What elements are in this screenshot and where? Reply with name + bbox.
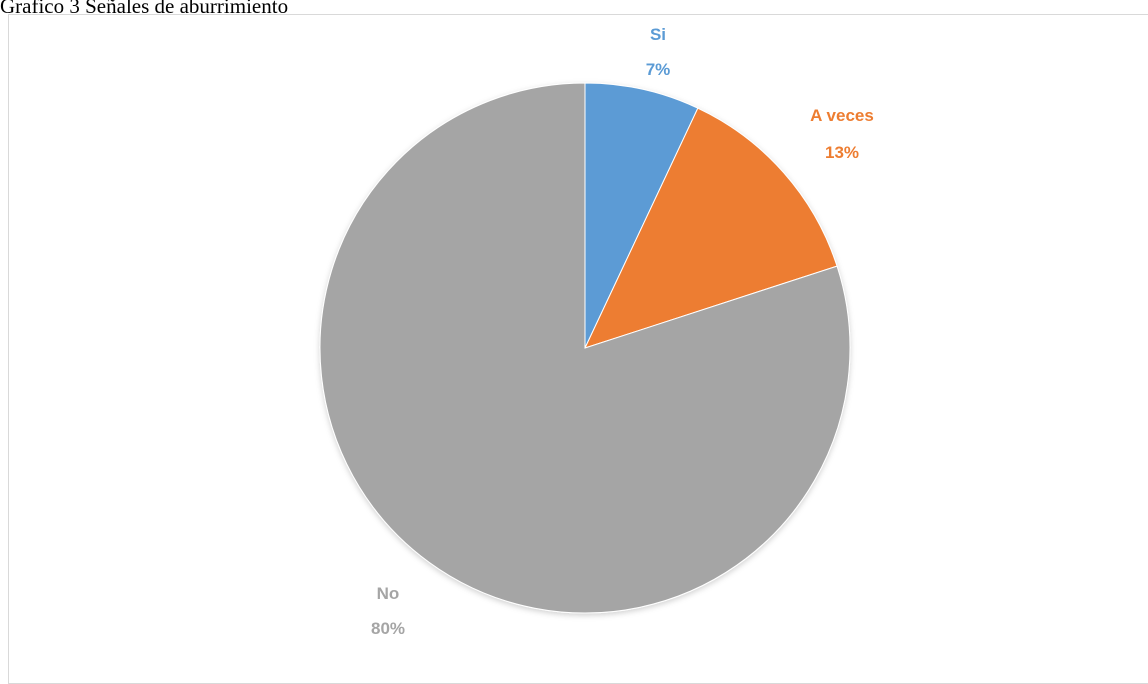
chart-title: Grafico 3 Señales de aburrimiento [0, 0, 289, 18]
pie-slice-a-veces [584, 107, 838, 349]
slice-percent-label: 13% [825, 143, 859, 162]
slice-percent-label: 7% [646, 60, 671, 79]
slice-label: Si [650, 25, 666, 44]
slice-label: A veces [810, 106, 874, 125]
slice-label: No [377, 584, 400, 603]
slice-percent-label: 80% [371, 619, 405, 638]
pie-slice-si [584, 82, 699, 349]
pie-slice-no [319, 82, 851, 614]
